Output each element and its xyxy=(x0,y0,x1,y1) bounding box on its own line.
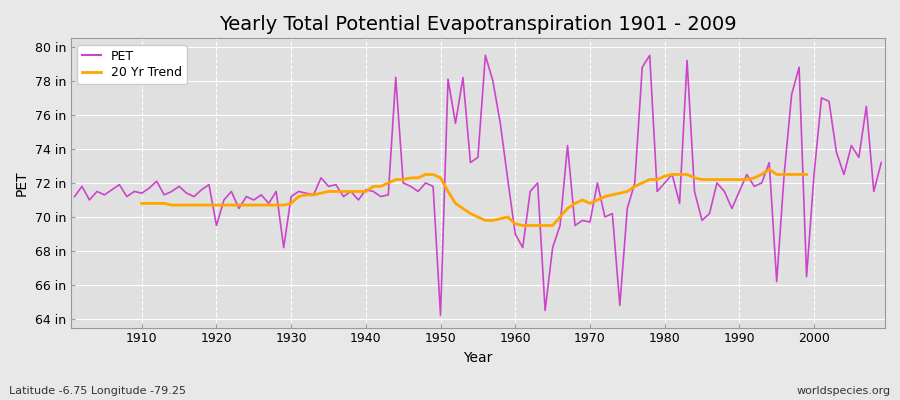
Y-axis label: PET: PET xyxy=(15,170,29,196)
Legend: PET, 20 Yr Trend: PET, 20 Yr Trend xyxy=(77,44,187,84)
Title: Yearly Total Potential Evapotranspiration 1901 - 2009: Yearly Total Potential Evapotranspiratio… xyxy=(219,15,737,34)
Text: Latitude -6.75 Longitude -79.25: Latitude -6.75 Longitude -79.25 xyxy=(9,386,186,396)
Text: worldspecies.org: worldspecies.org xyxy=(796,386,891,396)
X-axis label: Year: Year xyxy=(464,351,492,365)
